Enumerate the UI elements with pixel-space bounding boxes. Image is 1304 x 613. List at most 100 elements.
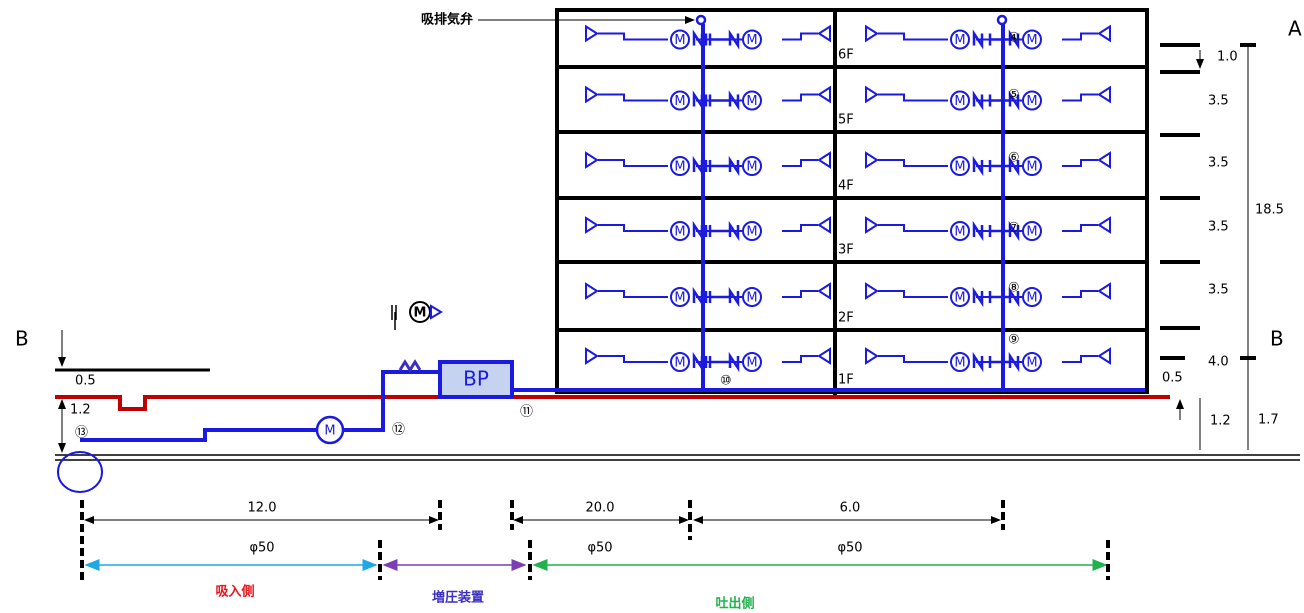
meter	[670, 352, 690, 372]
meter-label: M	[324, 424, 335, 439]
meter-label: M	[674, 291, 685, 306]
meter	[950, 287, 970, 307]
dim-lines	[58, 43, 1256, 580]
node-label: ⑪	[520, 405, 533, 420]
meter	[742, 156, 762, 176]
dim-label: 1.2	[1210, 414, 1231, 429]
meter-label: M	[1026, 33, 1037, 48]
meter-label: M	[1026, 225, 1037, 240]
meter-label: M	[414, 306, 427, 321]
meter	[950, 90, 970, 111]
dim-label: 3.5	[1208, 156, 1229, 171]
meter	[742, 90, 762, 111]
meter-label: M	[746, 291, 757, 306]
meter	[950, 352, 970, 372]
node-label: ⑨	[1008, 333, 1020, 348]
valve	[972, 286, 1020, 308]
node-label: ⑧	[1008, 281, 1020, 296]
meter-label: M	[746, 225, 757, 240]
dim-label: 3.5	[1208, 283, 1229, 298]
floor-label: 5F	[838, 113, 854, 128]
meter-label: M	[954, 160, 965, 175]
meter	[950, 221, 970, 241]
meter-label: M	[674, 160, 685, 175]
meter-label: M	[1026, 356, 1037, 371]
fixture-pipe	[865, 151, 1111, 169]
meter	[742, 29, 762, 50]
meter-label: M	[954, 33, 965, 48]
meter-label: M	[746, 94, 757, 109]
span-diameter: φ50	[249, 541, 274, 556]
meter-label: M	[1026, 160, 1037, 175]
fixture-pipe	[865, 216, 1111, 234]
span-length: 12.0	[248, 501, 277, 516]
meter-label: M	[746, 160, 757, 175]
dim-label: 18.5	[1255, 203, 1284, 218]
meter	[670, 221, 690, 241]
dim-label: 0.5	[1162, 371, 1183, 386]
dim-label: 0.5	[75, 374, 96, 389]
floor-label: 2F	[838, 311, 854, 326]
floor-label: 3F	[838, 243, 854, 258]
valve	[692, 29, 740, 50]
floor-label: 6F	[838, 48, 854, 63]
pipes	[80, 14, 1145, 445]
valve	[692, 351, 740, 373]
valve	[972, 155, 1020, 177]
floor-label: 4F	[838, 179, 854, 194]
meter	[1022, 29, 1042, 50]
fixture-pipe	[585, 24, 831, 43]
zone-label: 増圧装置	[432, 590, 484, 606]
section-label: B	[15, 327, 29, 351]
meter	[1022, 156, 1042, 176]
meter	[950, 156, 970, 176]
dim-label: 1.0	[1217, 50, 1238, 65]
node-label: ④	[1008, 31, 1020, 46]
meter	[1022, 221, 1042, 241]
dim-label: 1.2	[70, 403, 91, 418]
span-length: 20.0	[586, 501, 615, 516]
node-label: ⑥	[1008, 151, 1020, 166]
span-diameter: φ50	[587, 541, 612, 556]
meter-label: M	[746, 356, 757, 371]
node-label: ⑩	[720, 374, 732, 389]
building	[555, 8, 1149, 398]
node-label: ⑬	[75, 426, 88, 441]
valve	[692, 155, 740, 177]
dim-label: 3.5	[1208, 94, 1229, 109]
fixture-pipe	[585, 216, 831, 234]
meter	[742, 352, 762, 372]
valve	[692, 286, 740, 308]
meter	[742, 221, 762, 241]
meter	[670, 90, 690, 111]
valve	[972, 90, 1020, 111]
valve	[972, 220, 1020, 242]
span-diameter: φ50	[837, 541, 862, 556]
fixture-pipe	[585, 151, 831, 169]
ground	[55, 368, 1300, 493]
section-label: A	[1288, 17, 1302, 41]
fixture-pipe	[585, 85, 831, 104]
meter-label: M	[674, 356, 685, 371]
dim-label: 1.7	[1258, 413, 1279, 428]
fixture-pipe	[865, 85, 1111, 104]
meter-label: M	[1026, 291, 1037, 306]
valve	[972, 29, 1020, 50]
fixture-pipe	[585, 282, 831, 300]
meter	[1022, 287, 1042, 307]
valve-label: 吸排気弁	[421, 12, 473, 28]
valve	[692, 90, 740, 111]
meter	[1022, 352, 1042, 372]
meter-label: M	[954, 356, 965, 371]
fixture-pipe	[865, 282, 1111, 300]
meter-label: M	[954, 94, 965, 109]
dim-label: 4.0	[1208, 355, 1229, 370]
meter-label: M	[674, 33, 685, 48]
dim-label: 3.5	[1208, 220, 1229, 235]
meter-label: M	[674, 94, 685, 109]
zone-label: 吸入側	[215, 584, 254, 600]
meter-label: M	[954, 291, 965, 306]
meter	[742, 287, 762, 307]
meter-label: M	[954, 225, 965, 240]
